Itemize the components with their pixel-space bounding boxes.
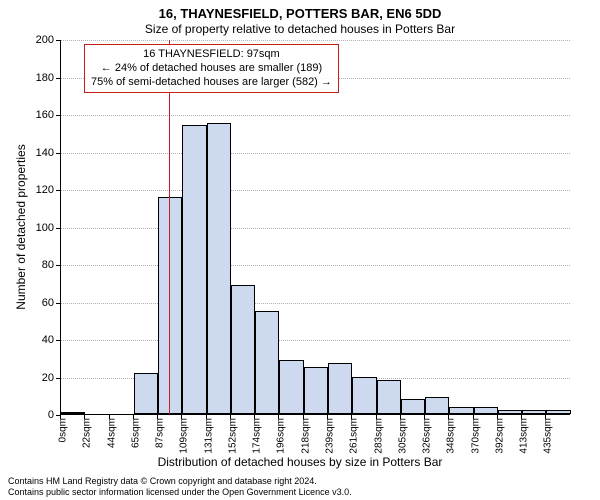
y-tick-label: 160 [14,109,54,121]
y-tick-label: 140 [14,147,54,159]
x-tick-label: 65sqm [130,418,141,448]
y-tick-label: 80 [14,259,54,271]
gridline-h [61,115,570,116]
histogram-bar [61,412,85,414]
x-tick-label: 392sqm [494,418,505,454]
reference-callout: 16 THAYNESFIELD: 97sqm ← 24% of detached… [84,44,339,93]
gridline-h [61,303,570,304]
gridline-h [61,190,570,191]
x-tick-label: 326sqm [422,418,433,454]
y-tick-label: 0 [14,409,54,421]
histogram-bar [401,399,425,414]
x-axis-label: Distribution of detached houses by size … [0,455,600,469]
y-tick-label: 40 [14,334,54,346]
x-tick-label: 44sqm [106,418,117,448]
x-tick-label: 413sqm [519,418,530,454]
reference-line [169,40,170,414]
x-tick-label: 370sqm [470,418,481,454]
y-tick-mark [56,40,60,41]
y-tick-mark [56,115,60,116]
x-tick-label: 87sqm [155,418,166,448]
histogram-bar [304,367,328,414]
y-tick-mark [56,228,60,229]
chart-container: { "titles": { "main": "16, THAYNESFIELD,… [0,0,600,500]
x-tick-label: 239sqm [324,418,335,454]
histogram-bar [474,407,498,415]
y-tick-mark [56,78,60,79]
histogram-bar [279,360,303,414]
x-tick-label: 435sqm [543,418,554,454]
y-tick-mark [56,378,60,379]
y-tick-mark [56,340,60,341]
x-tick-label: 196sqm [276,418,287,454]
x-tick-label: 348sqm [446,418,457,454]
callout-line-3: 75% of semi-detached houses are larger (… [91,76,332,90]
histogram-bar [522,410,546,414]
histogram-bar [546,410,570,414]
y-tick-mark [56,265,60,266]
histogram-bar [255,311,279,414]
y-tick-label: 120 [14,184,54,196]
x-tick-label: 174sqm [252,418,263,454]
chart-subtitle: Size of property relative to detached ho… [0,22,600,36]
y-tick-label: 60 [14,297,54,309]
chart-title: 16, THAYNESFIELD, POTTERS BAR, EN6 5DD [0,6,600,21]
gridline-h [61,228,570,229]
y-tick-mark [56,190,60,191]
histogram-bar [498,410,522,414]
footer-line-2: Contains public sector information licen… [8,487,352,498]
x-tick-label: 131sqm [203,418,214,454]
histogram-bar [377,380,401,414]
y-tick-label: 20 [14,372,54,384]
footer-line-1: Contains HM Land Registry data © Crown c… [8,476,352,487]
histogram-bar [182,125,206,414]
footer-attribution: Contains HM Land Registry data © Crown c… [8,476,352,498]
histogram-bar [352,377,376,415]
callout-line-2: ← 24% of detached houses are smaller (18… [91,62,332,76]
histogram-bar [134,373,158,414]
y-tick-mark [56,303,60,304]
x-tick-label: 109sqm [179,418,190,454]
histogram-bar [207,123,231,414]
x-tick-label: 305sqm [397,418,408,454]
y-tick-label: 180 [14,72,54,84]
x-tick-label: 0sqm [58,418,69,442]
plot-area [60,40,570,415]
x-tick-label: 283sqm [373,418,384,454]
gridline-h [61,40,570,41]
x-tick-label: 22sqm [82,418,93,448]
callout-line-1: 16 THAYNESFIELD: 97sqm [91,48,332,62]
histogram-bar [449,407,473,415]
histogram-bar [231,285,255,414]
gridline-h [61,265,570,266]
x-tick-label: 261sqm [349,418,360,454]
y-tick-label: 100 [14,222,54,234]
gridline-h [61,340,570,341]
gridline-h [61,153,570,154]
histogram-bar [425,397,449,414]
y-tick-mark [56,153,60,154]
y-tick-label: 200 [14,34,54,46]
x-tick-label: 152sqm [227,418,238,454]
histogram-bar [328,363,352,414]
x-tick-label: 218sqm [300,418,311,454]
